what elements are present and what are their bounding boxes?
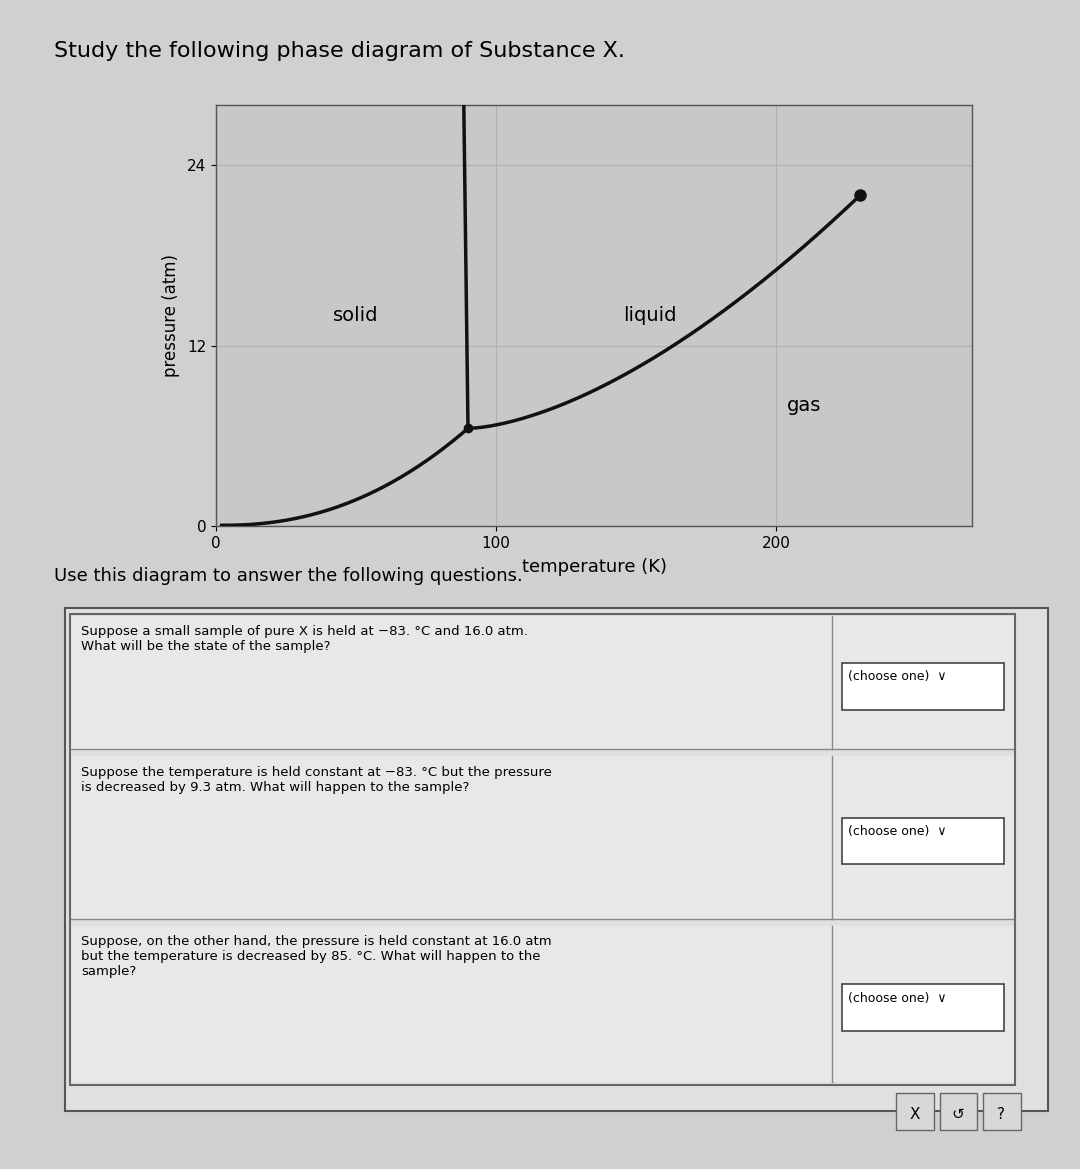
Text: ↺: ↺ (951, 1107, 964, 1121)
Text: solid: solid (334, 306, 379, 325)
Text: Suppose, on the other hand, the pressure is held constant at 16.0 atm
but the te: Suppose, on the other hand, the pressure… (81, 935, 552, 978)
Text: ?: ? (997, 1107, 1005, 1121)
Text: X: X (909, 1107, 920, 1121)
Text: (choose one)  ∨: (choose one) ∨ (848, 991, 946, 1005)
Text: Use this diagram to answer the following questions.: Use this diagram to answer the following… (54, 567, 523, 584)
Text: gas: gas (787, 396, 821, 415)
Text: Suppose a small sample of pure X is held at −83. °C and 16.0 atm.
What will be t: Suppose a small sample of pure X is held… (81, 625, 528, 653)
Text: (choose one)  ∨: (choose one) ∨ (848, 670, 946, 684)
Text: Suppose the temperature is held constant at −83. °C but the pressure
is decrease: Suppose the temperature is held constant… (81, 766, 552, 794)
Text: liquid: liquid (623, 306, 677, 325)
Y-axis label: pressure (atm): pressure (atm) (162, 254, 180, 378)
X-axis label: temperature (K): temperature (K) (522, 558, 666, 575)
Text: (choose one)  ∨: (choose one) ∨ (848, 825, 946, 838)
Text: Study the following phase diagram of Substance X.: Study the following phase diagram of Sub… (54, 41, 625, 61)
